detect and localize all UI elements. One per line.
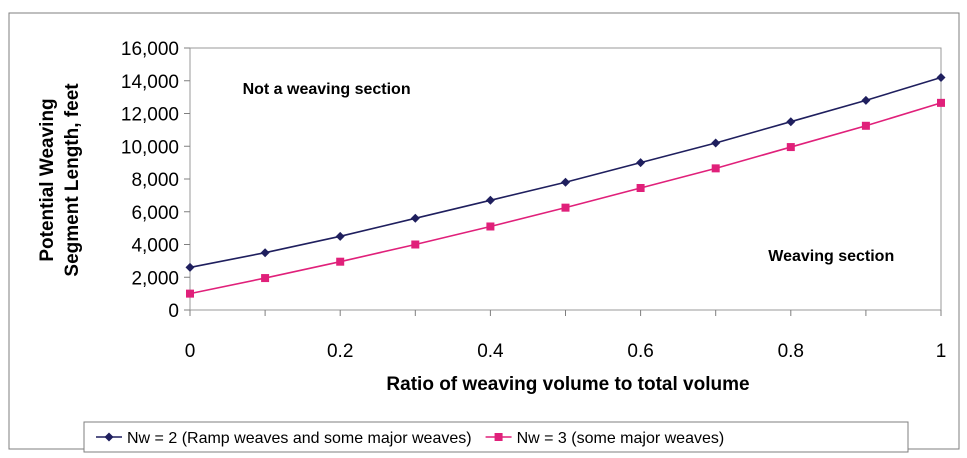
series-layer [185, 72, 946, 298]
data-point [260, 248, 270, 258]
legend-marker [104, 432, 114, 442]
x-tick-label: 0.4 [477, 341, 504, 362]
y-axis-ticks: 0 2,000 4,000 6,000 8,000 10,000 12,000 14,000 1… [121, 39, 190, 322]
legend-label: Nw = 2 (Ramp weaves and some major weave… [127, 430, 472, 447]
y-axis-label: Potential Weaving Segment Length, feet [37, 83, 83, 277]
x-tick-label: 0 [185, 341, 196, 362]
y-tick-label: 2,000 [131, 268, 179, 289]
y-tick-label: 0 [168, 301, 179, 322]
data-point [937, 98, 945, 107]
data-point [561, 177, 570, 187]
y-tick-label: 14,000 [121, 72, 179, 93]
data-point [410, 213, 420, 223]
x-tick-label: 0.8 [778, 341, 804, 362]
x-tick-label: 1 [936, 341, 947, 362]
legend-marker [494, 433, 503, 441]
data-point [711, 138, 721, 148]
data-point [486, 222, 495, 231]
data-point [261, 274, 270, 283]
x-tick-label: 0.6 [627, 341, 653, 362]
annotation: Weaving section [768, 248, 894, 265]
y-tick-label: 8,000 [131, 170, 179, 191]
data-point [186, 289, 194, 298]
data-point [336, 257, 345, 266]
series-1 [185, 72, 946, 272]
data-point [786, 143, 795, 152]
y-tick-label: 16,000 [121, 39, 179, 60]
annotation-layer: Not a weaving section Weaving section [243, 81, 895, 265]
y-tick-label: 10,000 [121, 137, 179, 158]
data-point [636, 184, 645, 193]
y-axis-label-line2: Segment Length, feet [62, 83, 83, 277]
data-point [711, 164, 720, 173]
data-point [561, 203, 570, 212]
legend-items: Nw = 2 (Ramp weaves and some major weave… [96, 430, 724, 447]
data-point [861, 121, 870, 130]
x-axis-label: Ratio of weaving volume to total volume [386, 374, 749, 395]
y-tick-label: 6,000 [131, 203, 179, 224]
data-point [786, 117, 796, 127]
data-point [861, 95, 871, 105]
data-point [335, 231, 345, 241]
legend-item-1: Nw = 2 (Ramp weaves and some major weave… [96, 430, 472, 447]
annotation: Not a weaving section [243, 81, 411, 98]
data-point [485, 195, 495, 205]
x-axis-ticks: 0 0.2 0.4 0.6 0.8 1 [185, 310, 947, 362]
data-point [185, 262, 195, 272]
legend-item-2: Nw = 3 (some major weaves) [485, 430, 725, 447]
y-axis-label-line1: Potential Weaving [37, 98, 58, 261]
data-point [936, 72, 946, 82]
legend-label: Nw = 3 (some major weaves) [517, 430, 725, 447]
series-2 [186, 98, 945, 298]
legend: Nw = 2 (Ramp weaves and some major weave… [83, 421, 909, 453]
data-point [411, 240, 420, 249]
x-tick-label: 0.2 [327, 341, 353, 362]
y-tick-label: 4,000 [131, 236, 179, 257]
y-tick-label: 12,000 [121, 105, 179, 126]
data-point [636, 158, 646, 168]
